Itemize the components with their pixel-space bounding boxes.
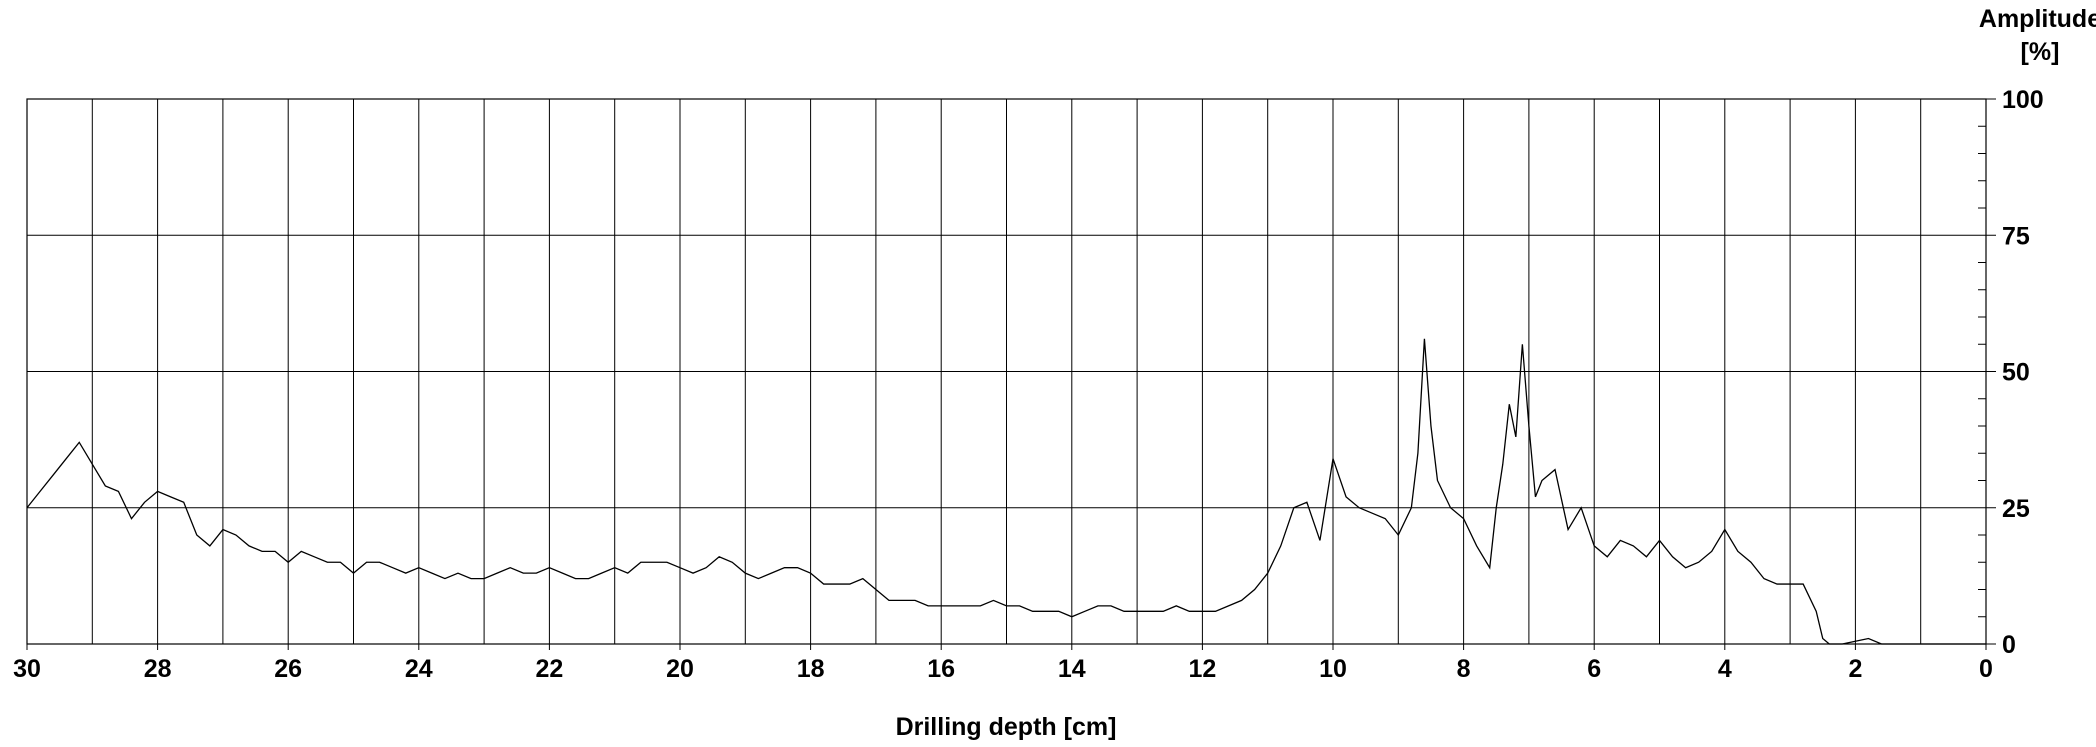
y-tick-label: 0	[2002, 631, 2016, 659]
y-tick-label: 50	[2002, 359, 2030, 387]
x-tick-label: 30	[13, 655, 41, 683]
x-tick-label: 0	[1979, 655, 1993, 683]
y-tick-label: 100	[2002, 86, 2044, 114]
plot-frame	[26, 98, 1987, 645]
y-axis-label: [%]	[2021, 38, 2060, 66]
x-tick-label: 26	[274, 655, 302, 683]
x-tick-label: 28	[144, 655, 172, 683]
x-tick-label: 6	[1587, 655, 1601, 683]
x-tick-label: 2	[1848, 655, 1862, 683]
x-tick-label: 8	[1457, 655, 1471, 683]
x-tick-label: 14	[1058, 655, 1086, 683]
x-tick-label: 22	[535, 655, 563, 683]
y-axis-label: Amplitude	[1979, 5, 2096, 33]
x-tick-label: 24	[405, 655, 433, 683]
x-tick-label: 10	[1319, 655, 1347, 683]
y-tick-label: 25	[2002, 495, 2030, 523]
x-axis-label: Drilling depth [cm]	[896, 713, 1117, 741]
x-tick-label: 16	[927, 655, 955, 683]
x-tick-label: 18	[797, 655, 825, 683]
y-tick-label: 75	[2002, 222, 2030, 250]
x-tick-label: 12	[1188, 655, 1216, 683]
data-line	[26, 338, 1986, 645]
x-tick-label: 4	[1718, 655, 1732, 683]
x-tick-label: 20	[666, 655, 694, 683]
